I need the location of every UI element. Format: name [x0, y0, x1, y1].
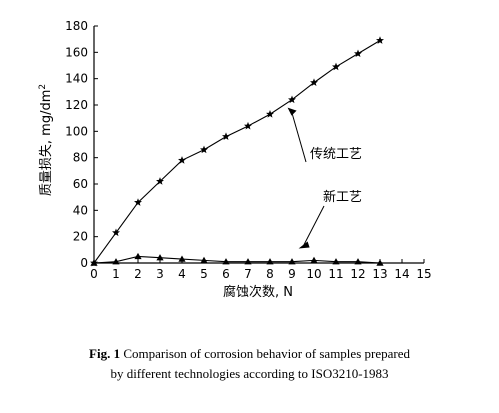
x-tick-label: 15 [416, 267, 431, 281]
annotation-arrow-line [303, 205, 325, 246]
data-point-triangle [90, 259, 98, 266]
x-tick-label: 13 [372, 267, 387, 281]
data-point-star [332, 62, 340, 71]
x-tick-label: 10 [306, 267, 321, 281]
data-point-triangle [354, 258, 362, 265]
data-point-triangle [178, 255, 186, 262]
data-point-star [244, 121, 252, 130]
annotation-arrowhead [287, 107, 297, 116]
x-tick-label: 11 [328, 267, 343, 281]
data-point-triangle [376, 259, 384, 266]
x-tick-label: 6 [222, 267, 230, 281]
figure-caption-line1: Fig. 1 Comparison of corrosion behavior … [0, 346, 499, 362]
data-point-triangle [156, 254, 164, 261]
data-point-star [222, 132, 230, 140]
data-point-triangle [222, 258, 230, 265]
chart-ticks: 0 1 2 3 4 5 6 7 8 9 10 11 12 13 14 15020406080100120140… [65, 19, 432, 281]
figure-label: Fig. 1 [89, 346, 121, 361]
data-point-star [310, 78, 318, 87]
data-point-star [178, 156, 186, 164]
caption-text-line1: Comparison of corrosion behavior of samp… [123, 346, 410, 361]
data-point-triangle [134, 252, 142, 260]
series-line [93, 255, 381, 264]
data-point-triangle [310, 256, 318, 264]
annotation-arrow-line [291, 111, 307, 163]
data-point-star [112, 228, 120, 237]
y-axis-label-superscript: 2 [38, 84, 48, 90]
x-tick-label: 5 [200, 267, 208, 281]
y-tick-label: 120 [65, 98, 88, 112]
y-tick-label: 140 [65, 72, 88, 86]
y-axis-label: 质量损失, mg/dm2 [38, 84, 54, 196]
x-tick-label: 9 [288, 267, 296, 281]
x-tick-label: 0 [90, 267, 98, 281]
y-axis-label-text: 质量损失, mg/dm [39, 90, 54, 196]
y-tick-label: 0 [80, 256, 88, 270]
chart-series [90, 36, 384, 267]
data-point-star [354, 49, 362, 58]
data-point-star [134, 198, 142, 206]
x-tick-label: 4 [178, 267, 186, 281]
annotation-traditional: 传统工艺 [310, 147, 362, 162]
data-point-star [200, 145, 208, 154]
y-tick-label: 20 [73, 230, 88, 244]
chart-axes [93, 26, 424, 264]
figure-caption-line2: by different technologies according to I… [110, 366, 389, 381]
data-point-triangle [244, 258, 252, 265]
y-tick-label: 100 [65, 124, 88, 138]
data-point-triangle [266, 258, 274, 265]
y-tick-label: 60 [73, 177, 88, 191]
x-tick-label: 8 [266, 267, 274, 281]
y-tick-label: 160 [65, 45, 88, 59]
data-point-star [266, 110, 274, 118]
y-tick-label: 180 [65, 19, 88, 33]
data-point-star [376, 36, 384, 44]
x-tick-label: 12 [350, 267, 365, 281]
series-line [93, 40, 381, 264]
x-tick-label: 3 [156, 267, 164, 281]
x-tick-label: 1 [112, 267, 120, 281]
annotation-new: 新工艺 [323, 189, 362, 205]
data-point-triangle [332, 258, 340, 265]
annotation-arrowhead [298, 241, 310, 249]
data-point-star [156, 177, 164, 185]
y-tick-label: 40 [73, 203, 88, 217]
x-axis-label: 腐蚀次数, N [223, 284, 293, 300]
y-tick-label: 80 [73, 151, 88, 165]
x-tick-label: 2 [134, 267, 142, 281]
x-tick-label: 7 [244, 267, 252, 281]
data-point-triangle [288, 258, 296, 265]
x-tick-label: 14 [394, 267, 409, 281]
data-point-triangle [200, 256, 208, 264]
data-point-star [288, 95, 296, 104]
data-point-triangle [112, 258, 120, 265]
